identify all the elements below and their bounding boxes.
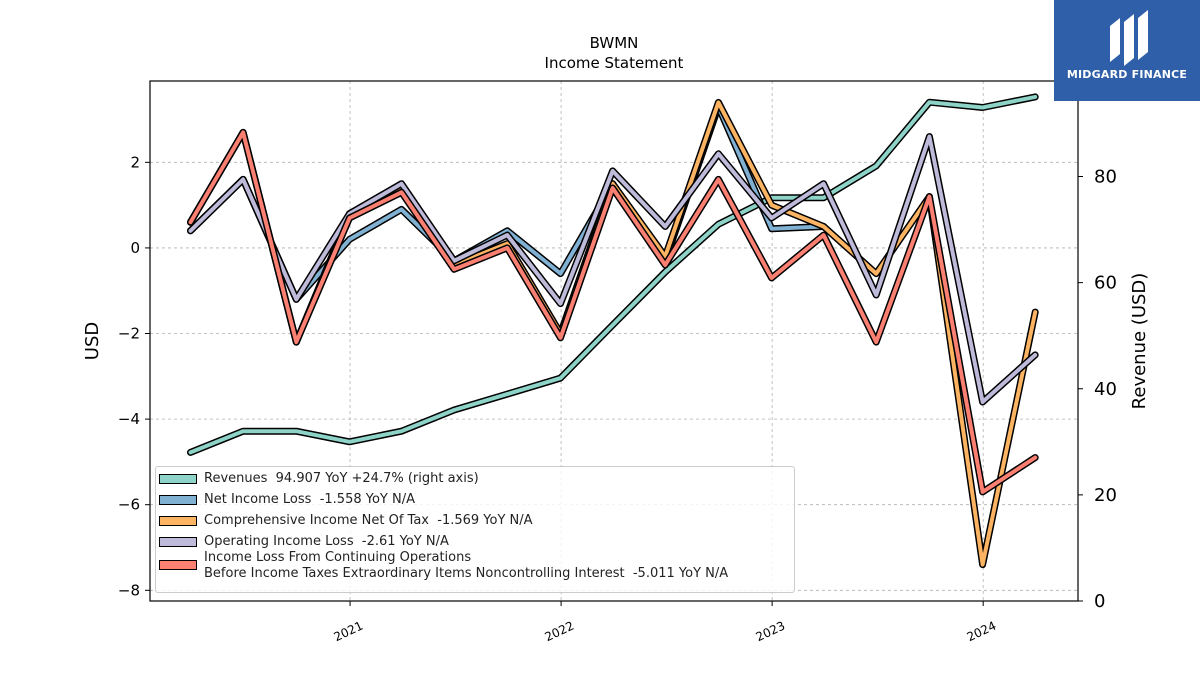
y-tick-label: 0 [130, 239, 140, 257]
brand-logo: MIDGARD FINANCE [1054, 0, 1200, 101]
x-tick-label: 2021 [332, 619, 366, 645]
y-axis-label: USD [82, 322, 103, 360]
y2-tick-label: 20 [1094, 485, 1117, 506]
legend: Revenues 94.907 YoY +24.7% (right axis) N… [155, 466, 795, 593]
series-line [188, 134, 1038, 404]
y-tick-label: −4 [118, 410, 140, 428]
chart-title: BWMN [590, 34, 639, 52]
legend-swatch [159, 537, 197, 547]
y-tick-label: 2 [130, 153, 140, 171]
midgard-m-icon [1110, 10, 1148, 66]
series-line [188, 130, 1038, 494]
x-tick-label: 2024 [965, 619, 999, 645]
legend-label: Revenues 94.907 YoY +24.7% (right axis) [204, 471, 479, 486]
y2-axis-label: Revenue (USD) [1129, 273, 1150, 410]
y2-tick-label: 80 [1094, 167, 1117, 188]
legend-swatch [159, 516, 197, 526]
legend-label: Net Income Loss -1.558 YoY N/A [204, 492, 415, 507]
y2-tick-label: 60 [1094, 273, 1117, 294]
y2-tick-label: 0 [1094, 591, 1105, 612]
legend-label: Comprehensive Income Net Of Tax -1.569 Y… [204, 513, 533, 528]
legend-label: Income Loss From Continuing Operations B… [204, 550, 729, 581]
series-lines [187, 93, 1039, 569]
x-tick-label: 2023 [754, 619, 788, 645]
logo-text: MIDGARD FINANCE [1066, 68, 1188, 81]
y-tick-label: −8 [118, 581, 140, 599]
legend-swatch [159, 495, 197, 505]
plot-frame [149, 80, 1079, 602]
legend-swatch [159, 560, 197, 570]
legend-label: Operating Income Loss -2.61 YoY N/A [204, 534, 449, 549]
y2-tick-label: 40 [1094, 379, 1117, 400]
y-tick-label: −6 [118, 496, 140, 514]
legend-swatch [159, 474, 197, 484]
series-line [188, 94, 1038, 455]
x-tick-label: 2022 [543, 619, 577, 645]
chart-subtitle: Income Statement [545, 54, 684, 72]
y-tick-label: −2 [118, 325, 140, 343]
